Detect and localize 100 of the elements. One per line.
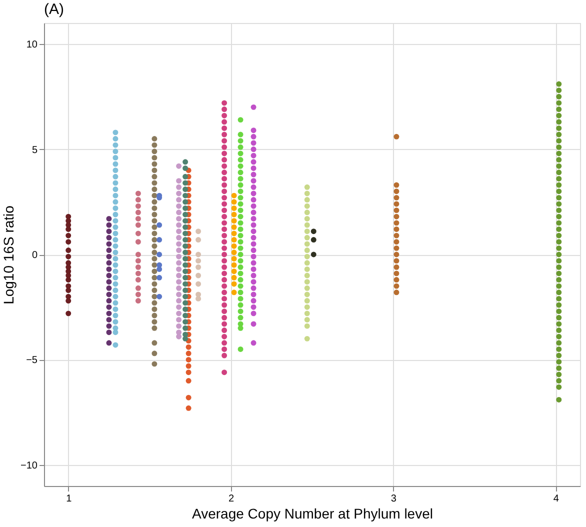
point bbox=[152, 294, 158, 300]
point bbox=[250, 104, 256, 110]
point bbox=[222, 283, 228, 289]
point bbox=[152, 205, 158, 211]
point bbox=[112, 281, 118, 287]
point bbox=[238, 138, 244, 144]
point bbox=[304, 203, 310, 209]
point bbox=[112, 130, 118, 136]
point bbox=[106, 260, 112, 266]
point bbox=[222, 232, 228, 238]
point bbox=[222, 340, 228, 346]
point bbox=[112, 294, 118, 300]
point bbox=[112, 148, 118, 154]
point bbox=[231, 256, 237, 262]
point bbox=[556, 372, 562, 378]
point bbox=[556, 290, 562, 296]
point bbox=[250, 234, 256, 240]
point bbox=[222, 334, 228, 340]
point bbox=[135, 270, 141, 276]
point bbox=[556, 258, 562, 264]
point bbox=[112, 274, 118, 280]
point bbox=[152, 262, 158, 268]
point bbox=[394, 194, 400, 200]
point bbox=[66, 248, 72, 254]
point bbox=[556, 106, 562, 112]
point bbox=[304, 241, 310, 247]
point bbox=[222, 188, 228, 194]
point bbox=[182, 159, 188, 165]
point bbox=[156, 222, 162, 228]
point bbox=[182, 300, 188, 306]
point bbox=[152, 154, 158, 160]
point bbox=[176, 254, 182, 260]
point bbox=[394, 201, 400, 207]
point bbox=[231, 243, 237, 249]
point bbox=[394, 239, 400, 245]
point bbox=[186, 363, 192, 369]
point bbox=[135, 252, 141, 258]
point bbox=[176, 248, 182, 254]
point bbox=[106, 285, 112, 291]
point bbox=[176, 234, 182, 240]
point bbox=[112, 186, 118, 192]
point bbox=[231, 281, 237, 287]
point bbox=[222, 201, 228, 207]
point bbox=[250, 159, 256, 165]
point bbox=[222, 321, 228, 327]
point bbox=[556, 163, 562, 169]
point bbox=[394, 270, 400, 276]
point bbox=[556, 384, 562, 390]
point bbox=[196, 258, 202, 264]
point bbox=[231, 224, 237, 230]
point bbox=[156, 252, 162, 258]
point bbox=[176, 292, 182, 298]
point bbox=[106, 340, 112, 346]
point bbox=[176, 184, 182, 190]
point bbox=[156, 294, 162, 300]
point bbox=[135, 277, 141, 282]
point bbox=[250, 184, 256, 190]
point bbox=[304, 304, 310, 310]
point bbox=[394, 232, 400, 238]
point bbox=[152, 361, 158, 367]
point bbox=[152, 186, 158, 192]
point bbox=[556, 283, 562, 289]
x-tick-label: 2 bbox=[228, 494, 235, 504]
point bbox=[394, 220, 400, 226]
point bbox=[182, 165, 188, 171]
point bbox=[556, 214, 562, 220]
point bbox=[394, 208, 400, 214]
point bbox=[112, 180, 118, 186]
point bbox=[186, 356, 192, 362]
point bbox=[182, 312, 188, 318]
point bbox=[66, 232, 72, 238]
point bbox=[182, 230, 188, 236]
point bbox=[176, 163, 182, 169]
point bbox=[156, 274, 162, 280]
point bbox=[106, 228, 112, 234]
point bbox=[196, 281, 202, 287]
point bbox=[222, 226, 228, 232]
point bbox=[152, 142, 158, 148]
point bbox=[222, 220, 228, 226]
point bbox=[250, 197, 256, 203]
point bbox=[176, 285, 182, 291]
point bbox=[152, 312, 158, 318]
point bbox=[112, 250, 118, 256]
point bbox=[222, 176, 228, 182]
point bbox=[182, 192, 188, 198]
point bbox=[556, 138, 562, 144]
point bbox=[135, 264, 141, 270]
point bbox=[66, 239, 72, 245]
point bbox=[556, 176, 562, 182]
point bbox=[112, 161, 118, 167]
point bbox=[304, 234, 310, 240]
point bbox=[66, 226, 72, 232]
point bbox=[135, 222, 141, 228]
point bbox=[112, 218, 118, 224]
point bbox=[310, 228, 316, 234]
point bbox=[238, 252, 244, 258]
point bbox=[182, 174, 188, 180]
point bbox=[250, 140, 256, 146]
point bbox=[66, 310, 72, 316]
point bbox=[112, 205, 118, 211]
